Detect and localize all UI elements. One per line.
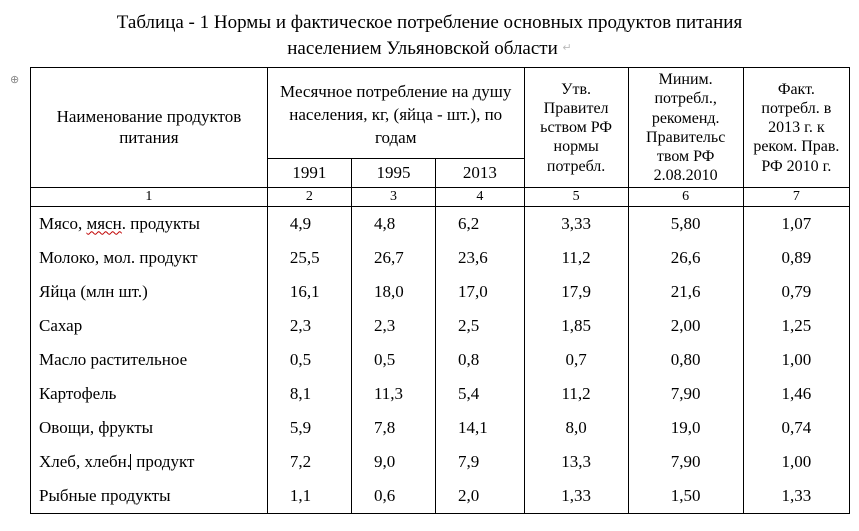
cell-value: 8,0 [524, 411, 628, 445]
caption-line-1: Таблица - 1 Нормы и фактическое потребле… [117, 12, 742, 33]
cell-value: 2,0 [436, 479, 525, 514]
cell-value: 0,80 [628, 343, 743, 377]
cell-value: 26,7 [351, 241, 435, 275]
th-2013: 2013 [436, 158, 525, 188]
cell-value: 3,33 [524, 207, 628, 242]
cell-name: Сахар [31, 309, 268, 343]
cell-value: 1,50 [628, 479, 743, 514]
cell-value: 2,3 [351, 309, 435, 343]
caption-line-2: населением Ульяновской области [287, 38, 558, 59]
cell-value: 0,89 [743, 241, 849, 275]
cell-value: 16,1 [267, 275, 351, 309]
cell-value: 1,25 [743, 309, 849, 343]
th-1995: 1995 [351, 158, 435, 188]
cell-value: 4,9 [267, 207, 351, 242]
cell-value: 0,79 [743, 275, 849, 309]
table-row: Молоко, мол. продукт25,526,723,611,226,6… [31, 241, 850, 275]
cell-name: Овощи, фрукты [31, 411, 268, 445]
table-row: Рыбные продукты1,10,62,01,331,501,33 [31, 479, 850, 514]
cell-value: 11,3 [351, 377, 435, 411]
cell-value: 1,85 [524, 309, 628, 343]
cell-name: Рыбные продукты [31, 479, 268, 514]
cell-value: 1,46 [743, 377, 849, 411]
cell-value: 2,5 [436, 309, 525, 343]
cell-value: 0,7 [524, 343, 628, 377]
cell-name: Картофель [31, 377, 268, 411]
cell-value: 1,00 [743, 343, 849, 377]
cell-value: 17,0 [436, 275, 525, 309]
cell-value: 23,6 [436, 241, 525, 275]
th-name: Наименование продуктов питания [31, 68, 268, 188]
cell-value: 1,1 [267, 479, 351, 514]
cell-name: Масло растительное [31, 343, 268, 377]
cell-value: 0,5 [351, 343, 435, 377]
th-monthly-group: Месячное потребление на душу населения, … [267, 68, 524, 159]
cell-value: 5,80 [628, 207, 743, 242]
table-row: Масло растительное0,50,50,80,70,801,00 [31, 343, 850, 377]
table-row: Овощи, фрукты5,97,814,18,019,00,74 [31, 411, 850, 445]
table-row: Сахар2,32,32,51,852,001,25 [31, 309, 850, 343]
cell-value: 26,6 [628, 241, 743, 275]
cell-value: 6,2 [436, 207, 525, 242]
cell-value: 5,9 [267, 411, 351, 445]
cell-value: 19,0 [628, 411, 743, 445]
cell-name: Молоко, мол. продукт [31, 241, 268, 275]
cell-value: 1,33 [743, 479, 849, 514]
cell-name: Яйца (млн шт.) [31, 275, 268, 309]
anchor-icon: ⊕ [10, 73, 19, 86]
cell-name: Хлеб, хлебн. продукт [31, 445, 268, 479]
cell-value: 25,5 [267, 241, 351, 275]
food-consumption-table: Наименование продуктов питания Месячное … [30, 67, 850, 514]
cell-value: 0,74 [743, 411, 849, 445]
cell-value: 17,9 [524, 275, 628, 309]
th-col5: Утв. Правител ьством РФ нормы потребл. [524, 68, 628, 188]
cell-value: 21,6 [628, 275, 743, 309]
cell-value: 4,8 [351, 207, 435, 242]
cell-value: 18,0 [351, 275, 435, 309]
table-row: Яйца (млн шт.)16,118,017,017,921,60,79 [31, 275, 850, 309]
table-row: Мясо, мясн. продукты4,94,86,23,335,801,0… [31, 207, 850, 242]
cell-value: 7,9 [436, 445, 525, 479]
table-row: Картофель8,111,35,411,27,901,46 [31, 377, 850, 411]
cell-value: 2,00 [628, 309, 743, 343]
cell-value: 14,1 [436, 411, 525, 445]
cell-value: 8,1 [267, 377, 351, 411]
cell-value: 0,6 [351, 479, 435, 514]
column-number-row: 1 2 3 4 5 6 7 [31, 188, 850, 207]
th-col7: Факт. потребл. в 2013 г. к реком. Прав. … [743, 68, 849, 188]
cell-value: 7,90 [628, 445, 743, 479]
table-caption: Таблица - 1 Нормы и фактическое потребле… [14, 10, 845, 61]
cell-value: 7,2 [267, 445, 351, 479]
cell-value: 0,5 [267, 343, 351, 377]
cell-value: 1,00 [743, 445, 849, 479]
para-mark-icon: ↵ [563, 42, 572, 54]
th-col6: Миним. потребл., рекоменд. Правительс тв… [628, 68, 743, 188]
cell-value: 9,0 [351, 445, 435, 479]
cell-value: 13,3 [524, 445, 628, 479]
cell-value: 2,3 [267, 309, 351, 343]
cell-name: Мясо, мясн. продукты [31, 207, 268, 242]
cell-value: 1,07 [743, 207, 849, 242]
cell-value: 7,90 [628, 377, 743, 411]
cell-value: 1,33 [524, 479, 628, 514]
table-row: Хлеб, хлебн. продукт7,29,07,913,37,901,0… [31, 445, 850, 479]
cell-value: 7,8 [351, 411, 435, 445]
cell-value: 11,2 [524, 377, 628, 411]
cell-value: 5,4 [436, 377, 525, 411]
th-1991: 1991 [267, 158, 351, 188]
cell-value: 11,2 [524, 241, 628, 275]
cell-value: 0,8 [436, 343, 525, 377]
